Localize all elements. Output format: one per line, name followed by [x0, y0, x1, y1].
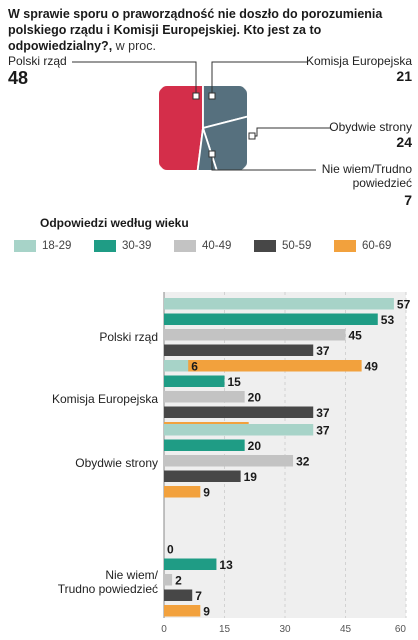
title-text: W sprawie sporu o praworządność nie dosz… — [8, 7, 383, 53]
legend-item-60-69: 60-69 — [334, 236, 391, 256]
pie-label-nie-wiem: Nie wiem/Trudno powiedzieć — [321, 162, 412, 190]
x-tick-label-60: 60 — [395, 624, 407, 635]
bar-komisja-europejska-40-49 — [164, 391, 245, 403]
leader-marker — [208, 92, 216, 100]
legend-label-30-39: 30-39 — [122, 240, 152, 252]
data-label-nie-wiem-trudno-powiedzieć-60-69: 9 — [203, 605, 210, 619]
legend-title: Odpowiedzi według wieku — [40, 216, 189, 230]
legend-item-50-59: 50-59 — [254, 236, 311, 256]
pie-slice-polski-rząd — [159, 86, 204, 170]
legend-swatch-60-69 — [334, 240, 356, 252]
category-label-nie-wiem-trudno-powiedzieć: Trudno powiedzieć — [58, 582, 158, 596]
legend-label-18-29: 18-29 — [42, 240, 72, 252]
data-label-nie-wiem-trudno-powiedzieć-40-49: 2 — [175, 574, 182, 588]
leader-obydwie — [252, 127, 330, 137]
data-label-polski-rząd-50-59: 37 — [316, 344, 330, 358]
leader-komisja — [211, 61, 308, 96]
data-label-komisja-europejska-40-49: 20 — [248, 391, 262, 405]
category-label-komisja-europejska: Komisja Europejska — [52, 392, 158, 406]
bar-komisja-europejska-50-59 — [164, 406, 314, 418]
x-tick-label-45: 45 — [340, 624, 352, 635]
bar-obydwie-strony-30-39 — [164, 439, 245, 451]
data-label-obydwie-strony-18-29: 37 — [316, 424, 330, 438]
leader-nie-wiem — [211, 154, 316, 171]
chart-title: W sprawie sporu o praworządność nie dosz… — [8, 6, 412, 54]
legend-label-60-69: 60-69 — [362, 240, 392, 252]
title-unit: w proc. — [115, 39, 156, 53]
pie-label-komisja: Komisja Europejska — [305, 54, 412, 68]
x-tick-label-15: 15 — [219, 624, 231, 635]
category-label-obydwie-strony: Obydwie strony — [75, 456, 158, 470]
bar-nie-wiem-trudno-powiedzieć-30-39 — [164, 558, 217, 570]
pie-chart — [72, 61, 330, 171]
bar-obydwie-strony-18-29 — [164, 424, 314, 436]
bar-komisja-europejska-30-39 — [164, 375, 225, 387]
legend-label-40-49: 40-49 — [202, 240, 232, 252]
bar-polski-rząd-60-69 — [164, 360, 362, 372]
data-label-obydwie-strony-30-39: 20 — [248, 439, 262, 453]
legend-swatch-30-39 — [94, 240, 116, 252]
data-label-obydwie-strony-50-59: 19 — [244, 470, 258, 484]
pie-label-polski-rzad: Polski rząd — [8, 54, 67, 68]
bar-polski-rząd-30-39 — [164, 313, 378, 325]
bar-polski-rząd-18-29 — [164, 298, 394, 310]
leader-marker — [248, 132, 256, 140]
bar-komisja-europejska-18-29 — [164, 360, 189, 372]
legend: 18-29 30-39 40-49 50-59 60-69 — [14, 236, 414, 258]
x-tick-label-0: 0 — [161, 624, 167, 635]
x-tick-label-30: 30 — [279, 624, 291, 635]
data-label-obydwie-strony-40-49: 32 — [296, 455, 310, 469]
legend-item-40-49: 40-49 — [174, 236, 231, 256]
bar-polski-rząd-40-49 — [164, 329, 346, 341]
bar-polski-rząd-50-59 — [164, 344, 314, 356]
data-label-nie-wiem-trudno-powiedzieć-18-29: 0 — [167, 543, 174, 557]
bar-obydwie-strony-40-49 — [164, 455, 294, 467]
legend-swatch-18-29 — [14, 240, 36, 252]
pie-value-komisja: 21 — [396, 68, 412, 84]
data-label-polski-rząd-60-69: 49 — [365, 360, 379, 374]
pie-value-obydwie: 24 — [396, 134, 412, 150]
leader-marker — [192, 92, 200, 100]
pie-slice-nie-wiem-trudno-powiedzieć — [194, 127, 223, 170]
data-label-komisja-europejska-50-59: 37 — [316, 406, 330, 420]
bar-nie-wiem-trudno-powiedzieć-60-69 — [164, 605, 201, 617]
bar-obydwie-strony-50-59 — [164, 470, 241, 482]
pie-label-obydwie: Obydwie strony — [329, 120, 412, 134]
data-label-polski-rząd-18-29: 57 — [397, 298, 411, 312]
legend-swatch-50-59 — [254, 240, 276, 252]
data-label-obydwie-strony-60-69: 9 — [203, 486, 210, 500]
pie-slice-komisja-europejska — [202, 86, 247, 130]
data-label-polski-rząd-30-39: 53 — [381, 313, 395, 327]
legend-item-30-39: 30-39 — [94, 236, 151, 256]
data-label-polski-rząd-40-49: 45 — [349, 329, 363, 343]
pie-value-polski-rzad: 48 — [8, 68, 29, 88]
category-label-polski-rząd: Polski rząd — [99, 330, 158, 344]
data-label-nie-wiem-trudno-powiedzieć-30-39: 13 — [219, 558, 233, 572]
bar-nie-wiem-trudno-powiedzieć-40-49 — [164, 574, 173, 586]
category-label-nie-wiem-trudno-powiedzieć: Nie wiem/ — [105, 568, 158, 582]
pie-value-nie-wiem: 7 — [404, 192, 412, 208]
leader-polski-rzad — [72, 61, 197, 96]
bar-nie-wiem-trudno-powiedzieć-50-59 — [164, 589, 193, 601]
legend-item-18-29: 18-29 — [14, 236, 71, 256]
pie-slices — [159, 86, 247, 170]
data-label-komisja-europejska-30-39: 15 — [228, 375, 242, 389]
legend-label-50-59: 50-59 — [282, 240, 312, 252]
legend-swatch-40-49 — [174, 240, 196, 252]
data-label-komisja-europejska-18-29: 6 — [191, 360, 198, 374]
bar-obydwie-strony-60-69 — [164, 486, 201, 498]
leader-marker — [208, 150, 216, 158]
data-label-nie-wiem-trudno-powiedzieć-50-59: 7 — [195, 589, 202, 603]
